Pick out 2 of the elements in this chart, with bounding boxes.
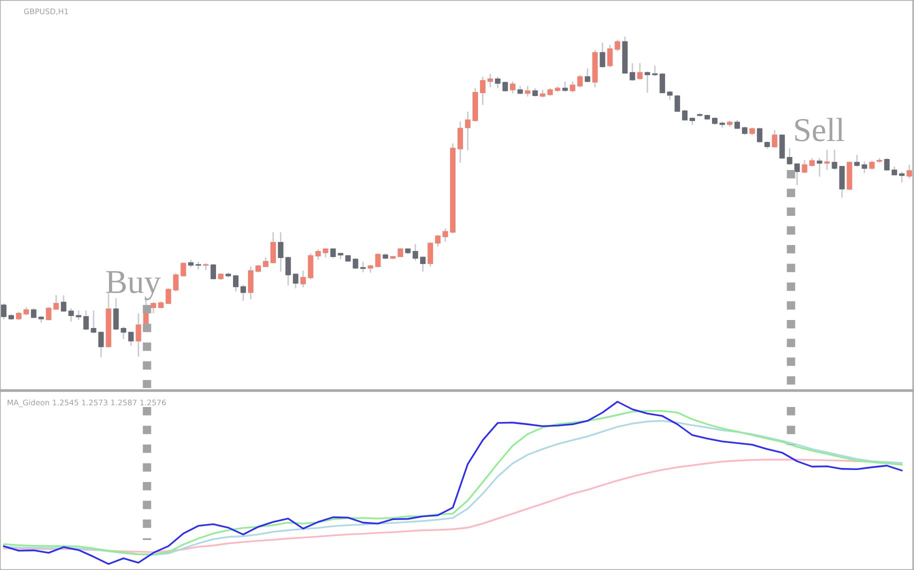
- annotation: Sell: [795, 118, 844, 142]
- annotation: Buy: [106, 271, 161, 300]
